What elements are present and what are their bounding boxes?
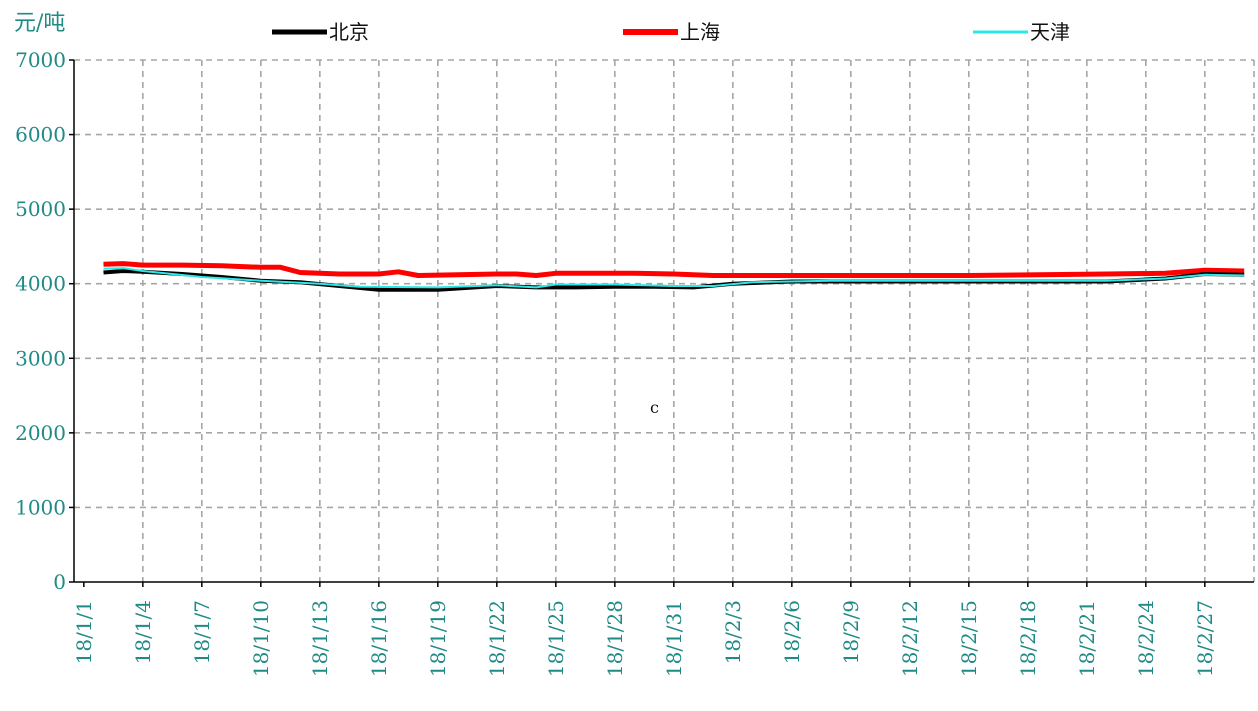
series-line-2	[103, 261, 1245, 278]
x-tick-label: 18/2/12	[898, 600, 922, 677]
y-tick-label: 5000	[15, 197, 66, 221]
legend-label: 上海	[680, 20, 720, 44]
grid-lines	[74, 59, 1255, 582]
x-tick-label: 18/1/19	[426, 600, 450, 677]
x-tick-label: 18/2/15	[957, 600, 981, 677]
x-tick-label: 18/1/16	[367, 600, 391, 677]
x-tick-label: 18/2/9	[839, 600, 863, 664]
y-tick-label: 4000	[15, 272, 66, 296]
y-tick-label: 6000	[15, 123, 66, 147]
legend: 北京 上海 天津	[272, 20, 1070, 44]
annotation-label: c	[650, 398, 659, 417]
series-line-3	[103, 267, 1245, 289]
x-tick-label: 18/2/27	[1193, 600, 1217, 677]
y-tick-label: 2000	[15, 421, 66, 445]
x-tick-label: 18/2/21	[1075, 600, 1099, 677]
x-tick-label: 18/1/1	[72, 600, 96, 664]
x-tick-label: 18/1/13	[308, 600, 332, 677]
legend-label: 北京	[329, 20, 369, 44]
x-tick-label: 18/2/6	[780, 600, 804, 664]
x-tick-labels: 18/1/1 18/1/4 18/1/7 18/1/10 18/1/13 18/1/16 1…	[72, 600, 1217, 677]
y-tick-label: 7000	[15, 48, 66, 72]
x-tick-label: 18/2/18	[1016, 600, 1040, 677]
y-unit-label: 元/吨	[14, 11, 65, 36]
axes	[69, 59, 1254, 587]
x-tick-label: 18/1/25	[544, 600, 568, 677]
x-tick-label: 18/2/3	[721, 600, 745, 664]
x-tick-label: 18/1/10	[249, 600, 273, 677]
y-tick-labels: 0 1000 2000 3000 4000 5000 6000 7000	[15, 48, 66, 594]
series-lines	[103, 261, 1245, 292]
x-tick-label: 18/1/7	[190, 600, 214, 664]
x-tick-label: 18/1/4	[131, 600, 155, 664]
y-tick-label: 3000	[15, 346, 66, 370]
x-tick-label: 18/2/24	[1134, 600, 1158, 677]
x-tick-label: 18/1/28	[603, 600, 627, 677]
x-tick-label: 18/1/31	[662, 600, 686, 677]
y-tick-label: 1000	[15, 495, 66, 519]
x-tick-label: 18/1/22	[485, 600, 509, 677]
legend-label: 天津	[1030, 20, 1070, 44]
y-tick-label: 0	[53, 570, 66, 594]
